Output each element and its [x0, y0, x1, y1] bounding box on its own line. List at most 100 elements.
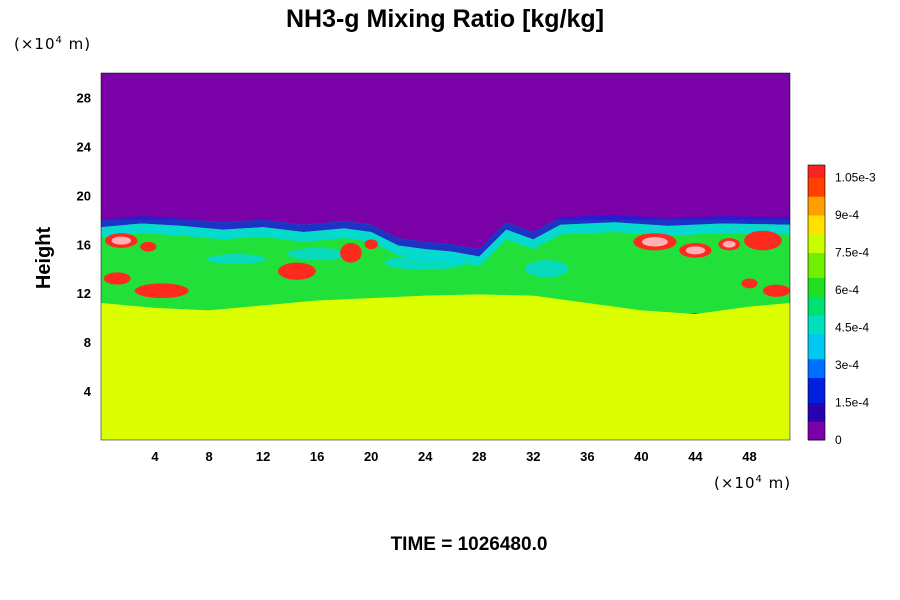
x-tick-label: 44: [688, 449, 703, 464]
y-tick-label: 20: [77, 188, 91, 203]
y-tick-label: 16: [77, 237, 91, 252]
colorbar-swatch: [808, 402, 825, 410]
colorbar-swatch: [808, 396, 825, 403]
y-unit-label: (×104 m): [14, 35, 91, 53]
colorbar-labels: 1.05e-3 9e-4 7.5e-4 6e-4 4.5e-4 3e-4 1.5e-4 0: [835, 171, 876, 448]
upper-boundary-fill: [101, 195, 790, 250]
colorbar-swatch: [808, 383, 825, 391]
colorbar-swatch: [808, 171, 825, 178]
peak-value-patch: [111, 236, 131, 245]
colorbar-swatch: [808, 321, 825, 328]
region-lower-layer: [101, 294, 790, 440]
high-value-patch: [744, 230, 782, 251]
colorbar-swatch: [808, 415, 825, 422]
x-tick-labels: 4 8 12 16 20 24 28 32 36 40 44 48: [151, 449, 756, 464]
time-label: TIME = 1026480.0: [391, 534, 548, 555]
colorbar-swatch: [808, 390, 825, 397]
colorbar-swatch: [808, 240, 825, 247]
y-axis-title: Height: [33, 227, 55, 290]
y-tick-label: 28: [77, 90, 91, 105]
colorbar-swatch: [808, 371, 825, 378]
x-tick-label: 40: [634, 449, 648, 464]
blue-gradient-band: [101, 214, 790, 257]
x-tick-label: 16: [310, 449, 324, 464]
x-unit-label: (×104 m): [714, 474, 791, 492]
colorbar-swatch: [808, 177, 825, 185]
colorbar-swatch: [808, 427, 825, 435]
colorbar-swatch: [808, 252, 825, 260]
colorbar-swatch: [808, 377, 825, 385]
colorbar-tick-label: 9e-4: [835, 208, 859, 222]
colorbar-tick-label: 1.05e-3: [835, 171, 876, 185]
colorbar-swatch: [808, 315, 825, 322]
high-value-patch: [277, 262, 316, 280]
colorbar-swatch: [808, 165, 825, 172]
cyan-swirl: [525, 260, 569, 278]
peak-value-patch: [722, 240, 736, 248]
x-tick-label: 36: [580, 449, 594, 464]
high-value-patch: [364, 239, 378, 250]
plot-frame: [100, 72, 791, 441]
colorbar-swatch: [808, 302, 825, 310]
colorbar-swatch: [808, 258, 825, 266]
cyan-swirl: [206, 254, 266, 264]
y-tick-label: 4: [84, 384, 92, 399]
cyan-swirl: [287, 247, 347, 261]
colorbar-swatch: [808, 327, 825, 335]
colorbar-tick-label: 3e-4: [835, 358, 859, 372]
x-tick-label: 8: [205, 449, 212, 464]
y-tick-label: 12: [77, 286, 91, 301]
colorbar-frame: [807, 164, 826, 441]
cyan-swirl: [384, 255, 466, 270]
high-value-patch: [103, 272, 131, 285]
y-tick-label: 24: [77, 139, 92, 154]
peak-value-patch: [641, 237, 668, 247]
high-value-patch: [340, 243, 362, 263]
colorbar-swatch: [808, 246, 825, 253]
x-tick-label: 32: [526, 449, 540, 464]
colorbar-swatch: [808, 308, 825, 316]
x-tick-label: 20: [364, 449, 378, 464]
chart-title: NH3-g Mixing Ratio [kg/kg]: [286, 5, 604, 33]
colorbar-swatch: [808, 196, 825, 203]
colorbar-swatch: [808, 283, 825, 291]
high-value-patch: [762, 284, 790, 297]
colorbar-swatch: [808, 433, 825, 441]
colorbar-swatch: [808, 358, 825, 366]
colorbar-swatch: [808, 183, 825, 191]
colorbar-swatch: [808, 352, 825, 360]
colorbar-swatch: [808, 233, 825, 241]
high-value-patch: [741, 278, 758, 289]
colorbar-tick-label: 6e-4: [835, 283, 859, 297]
heatmap-plot-area: [101, 73, 790, 440]
colorbar-swatch: [808, 277, 825, 285]
x-tick-label: 28: [472, 449, 486, 464]
high-value-patch: [134, 283, 189, 299]
y-tick-label: 8: [84, 335, 91, 350]
x-tick-label: 48: [742, 449, 756, 464]
colorbar-swatch: [808, 271, 825, 278]
colorbar-swatch: [808, 215, 825, 222]
colorbar-swatch: [808, 296, 825, 303]
colorbar-swatch: [808, 346, 825, 353]
colorbar-swatch: [808, 365, 825, 372]
colorbar: [807, 164, 826, 441]
colorbar-swatch: [808, 340, 825, 347]
colorbar-swatch: [808, 190, 825, 197]
colorbar-swatch: [808, 421, 825, 428]
y-tick-labels: 4 8 12 16 20 24 28: [77, 90, 92, 399]
x-tick-label: 12: [256, 449, 270, 464]
x-tick-label: 24: [418, 449, 433, 464]
colorbar-swatch: [808, 202, 825, 210]
colorbar-swatch: [808, 408, 825, 416]
colorbar-tick-label: 0: [835, 433, 842, 447]
cyan-gradient-band: [101, 222, 790, 267]
colorbar-swatch: [808, 227, 825, 235]
colorbar-swatch: [808, 290, 825, 297]
x-tick-label: 4: [151, 449, 159, 464]
colorbar-swatch: [808, 265, 825, 272]
colorbar-tick-label: 7.5e-4: [835, 246, 869, 260]
colorbar-swatch: [808, 221, 825, 228]
peak-value-patch: [685, 246, 706, 255]
